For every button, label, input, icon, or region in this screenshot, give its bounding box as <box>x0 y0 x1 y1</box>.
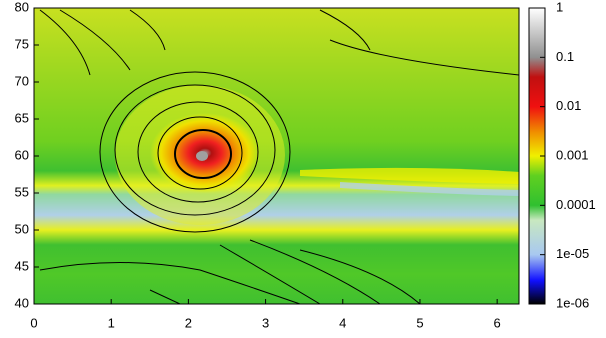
x-tick-label: 2 <box>185 315 192 330</box>
contour <box>174 129 232 179</box>
x-tick-label: 1 <box>108 315 115 330</box>
x-tick-label: 6 <box>494 315 501 330</box>
contour <box>39 9 519 76</box>
colorbar-tick-label: 0.0001 <box>556 197 596 212</box>
contour <box>39 239 421 304</box>
colorbar-tick-label: 0.01 <box>556 98 581 113</box>
heatmap-field <box>34 8 519 304</box>
y-tick-label: 70 <box>15 73 29 88</box>
colorbar-tick-label: 1e-06 <box>556 295 589 310</box>
colorbar-tick-label: 0.001 <box>556 147 589 162</box>
contour <box>99 71 291 233</box>
y-tick-label: 60 <box>15 147 29 162</box>
y-tick-label: 80 <box>15 0 29 14</box>
colorbar-tick-label: 1e-05 <box>556 246 589 261</box>
colorbar-tick-label: 1 <box>556 0 563 14</box>
y-tick-label: 55 <box>15 184 29 199</box>
y-tick-label: 50 <box>15 221 29 236</box>
contour <box>157 116 243 190</box>
y-tick-label: 65 <box>15 110 29 125</box>
x-tick-label: 5 <box>416 315 423 330</box>
y-tick-label: 40 <box>15 295 29 310</box>
y-tick-label: 75 <box>15 36 29 51</box>
contour <box>114 84 276 216</box>
y-tick-label: 45 <box>15 258 29 273</box>
contour <box>137 101 259 203</box>
x-tick-label: 4 <box>339 315 346 330</box>
colorbar-tick-label: 0.1 <box>556 49 574 64</box>
x-tick-label: 0 <box>30 315 37 330</box>
x-tick-label: 3 <box>262 315 269 330</box>
